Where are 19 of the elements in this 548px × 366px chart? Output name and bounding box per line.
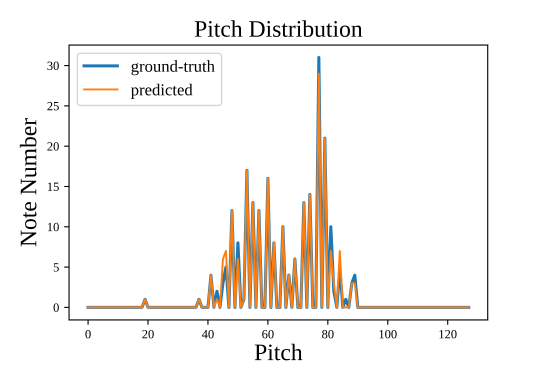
legend-label: ground-truth [131, 60, 215, 76]
x-tick-label: 80 [322, 330, 334, 338]
x-tick-label: 100 [379, 330, 397, 338]
y-tick-label: 15 [48, 182, 59, 191]
x-tick-label: 60 [262, 330, 274, 338]
x-tick-label: 0 [85, 330, 91, 338]
legend-label: predicted [130, 84, 193, 99]
y-axis-title: Note Number [20, 118, 36, 246]
y-tick-label: 25 [47, 102, 59, 110]
x-tick-label: 40 [202, 330, 214, 338]
chart-title: Pitch Distribution [194, 20, 362, 37]
x-axis-title: Pitch [254, 344, 302, 360]
y-tick-label: 5 [54, 263, 59, 272]
y-tick-label: 0 [54, 303, 59, 312]
y-tick-label: 30 [47, 62, 59, 70]
y-tick-label: 20 [47, 142, 59, 151]
x-tick-label: 20 [142, 330, 154, 338]
y-tick-label: 10 [48, 222, 59, 232]
x-tick-label: 120 [439, 330, 457, 338]
